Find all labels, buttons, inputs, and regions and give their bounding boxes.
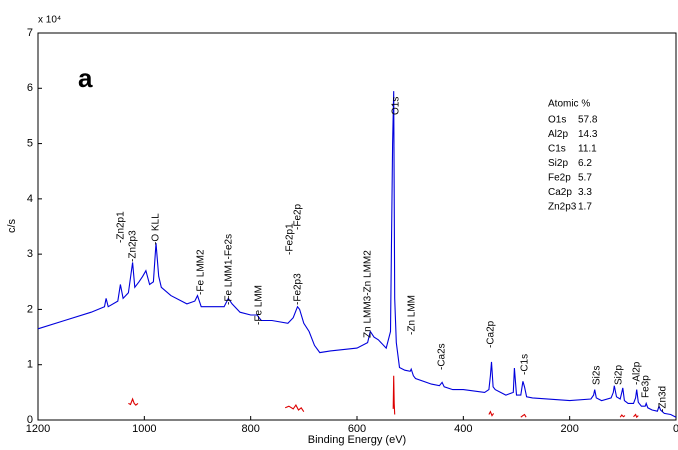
panel-label: a <box>78 63 93 93</box>
peak-label: -Ca2p <box>486 320 497 348</box>
peak-label: -C1s <box>520 354 531 375</box>
table-value: 11.1 <box>578 144 597 155</box>
table-name: Al2p <box>548 129 568 140</box>
y-tick-label: 5 <box>27 137 33 149</box>
peak-label: -Ca2s <box>437 343 448 370</box>
peak-label: -Zn3d <box>658 386 669 412</box>
table-value: 3.3 <box>578 187 592 198</box>
x-tick-label: 1000 <box>132 423 156 435</box>
y-tick-label: 3 <box>27 248 33 260</box>
peak-label: Fe3p <box>641 375 652 398</box>
peak-label: -Fe2p <box>293 203 304 230</box>
spectrum-line <box>37 91 677 418</box>
table-value: 1.7 <box>578 202 592 213</box>
table-value: 6.2 <box>578 158 592 169</box>
peak-label: -Fe LMM2 <box>196 249 207 295</box>
x-tick-label: 0 <box>673 423 678 435</box>
y-tick-label: 7 <box>27 27 33 39</box>
x-tick-label: 400 <box>454 423 472 435</box>
y-tick-label: 1 <box>27 359 33 371</box>
y-tick-label: 4 <box>27 193 33 205</box>
table-name: Ca2p <box>548 187 572 198</box>
table-name: O1s <box>548 115 566 126</box>
table-name: Zn2p3 <box>548 202 577 213</box>
plot-frame <box>37 32 677 421</box>
y-tick-label: 6 <box>27 82 33 94</box>
peak-label: -Zn LMM <box>407 295 418 335</box>
peak-label: O1s <box>391 97 402 115</box>
x-tick-label: 1200 <box>26 423 50 435</box>
y-tick-label: 2 <box>27 303 33 315</box>
peak-label: -Zn2p1 <box>116 211 127 243</box>
table-value: 14.3 <box>578 129 598 140</box>
peak-label: -O KLL <box>151 213 162 245</box>
peak-label: -Fe2p1 <box>285 223 296 255</box>
table-value: 5.7 <box>578 173 592 184</box>
table-name: C1s <box>548 144 566 155</box>
table-title: Atomic % <box>548 99 590 110</box>
peak-label: Zn LMM3-Zn LMM2 <box>363 250 374 338</box>
x-axis-label: Binding Energy (eV) <box>308 434 406 446</box>
peak-label: -Al2p <box>632 361 643 385</box>
spectrum-line <box>128 375 639 419</box>
x-tick-label: 600 <box>348 423 366 435</box>
y-tick-label: 0 <box>27 414 33 426</box>
peak-label: -Fe LMM <box>254 285 265 325</box>
table-name: Fe2p <box>548 173 571 184</box>
x-tick-label: 800 <box>241 423 259 435</box>
table-value: 57.8 <box>578 115 598 126</box>
peak-label: Si2p <box>614 365 625 385</box>
peak-label: -Fe2p3 <box>293 273 304 305</box>
y-axis-label: c/s <box>6 218 18 233</box>
peak-label: -Fe LMM1-Fe2s <box>224 234 235 305</box>
table-name: Si2p <box>548 158 568 169</box>
peak-label: Si2s <box>592 366 603 385</box>
peak-label: -Zn2p3 <box>128 230 139 262</box>
x-tick-label: 200 <box>560 423 578 435</box>
y-multiplier: x 10⁴ <box>38 15 61 26</box>
